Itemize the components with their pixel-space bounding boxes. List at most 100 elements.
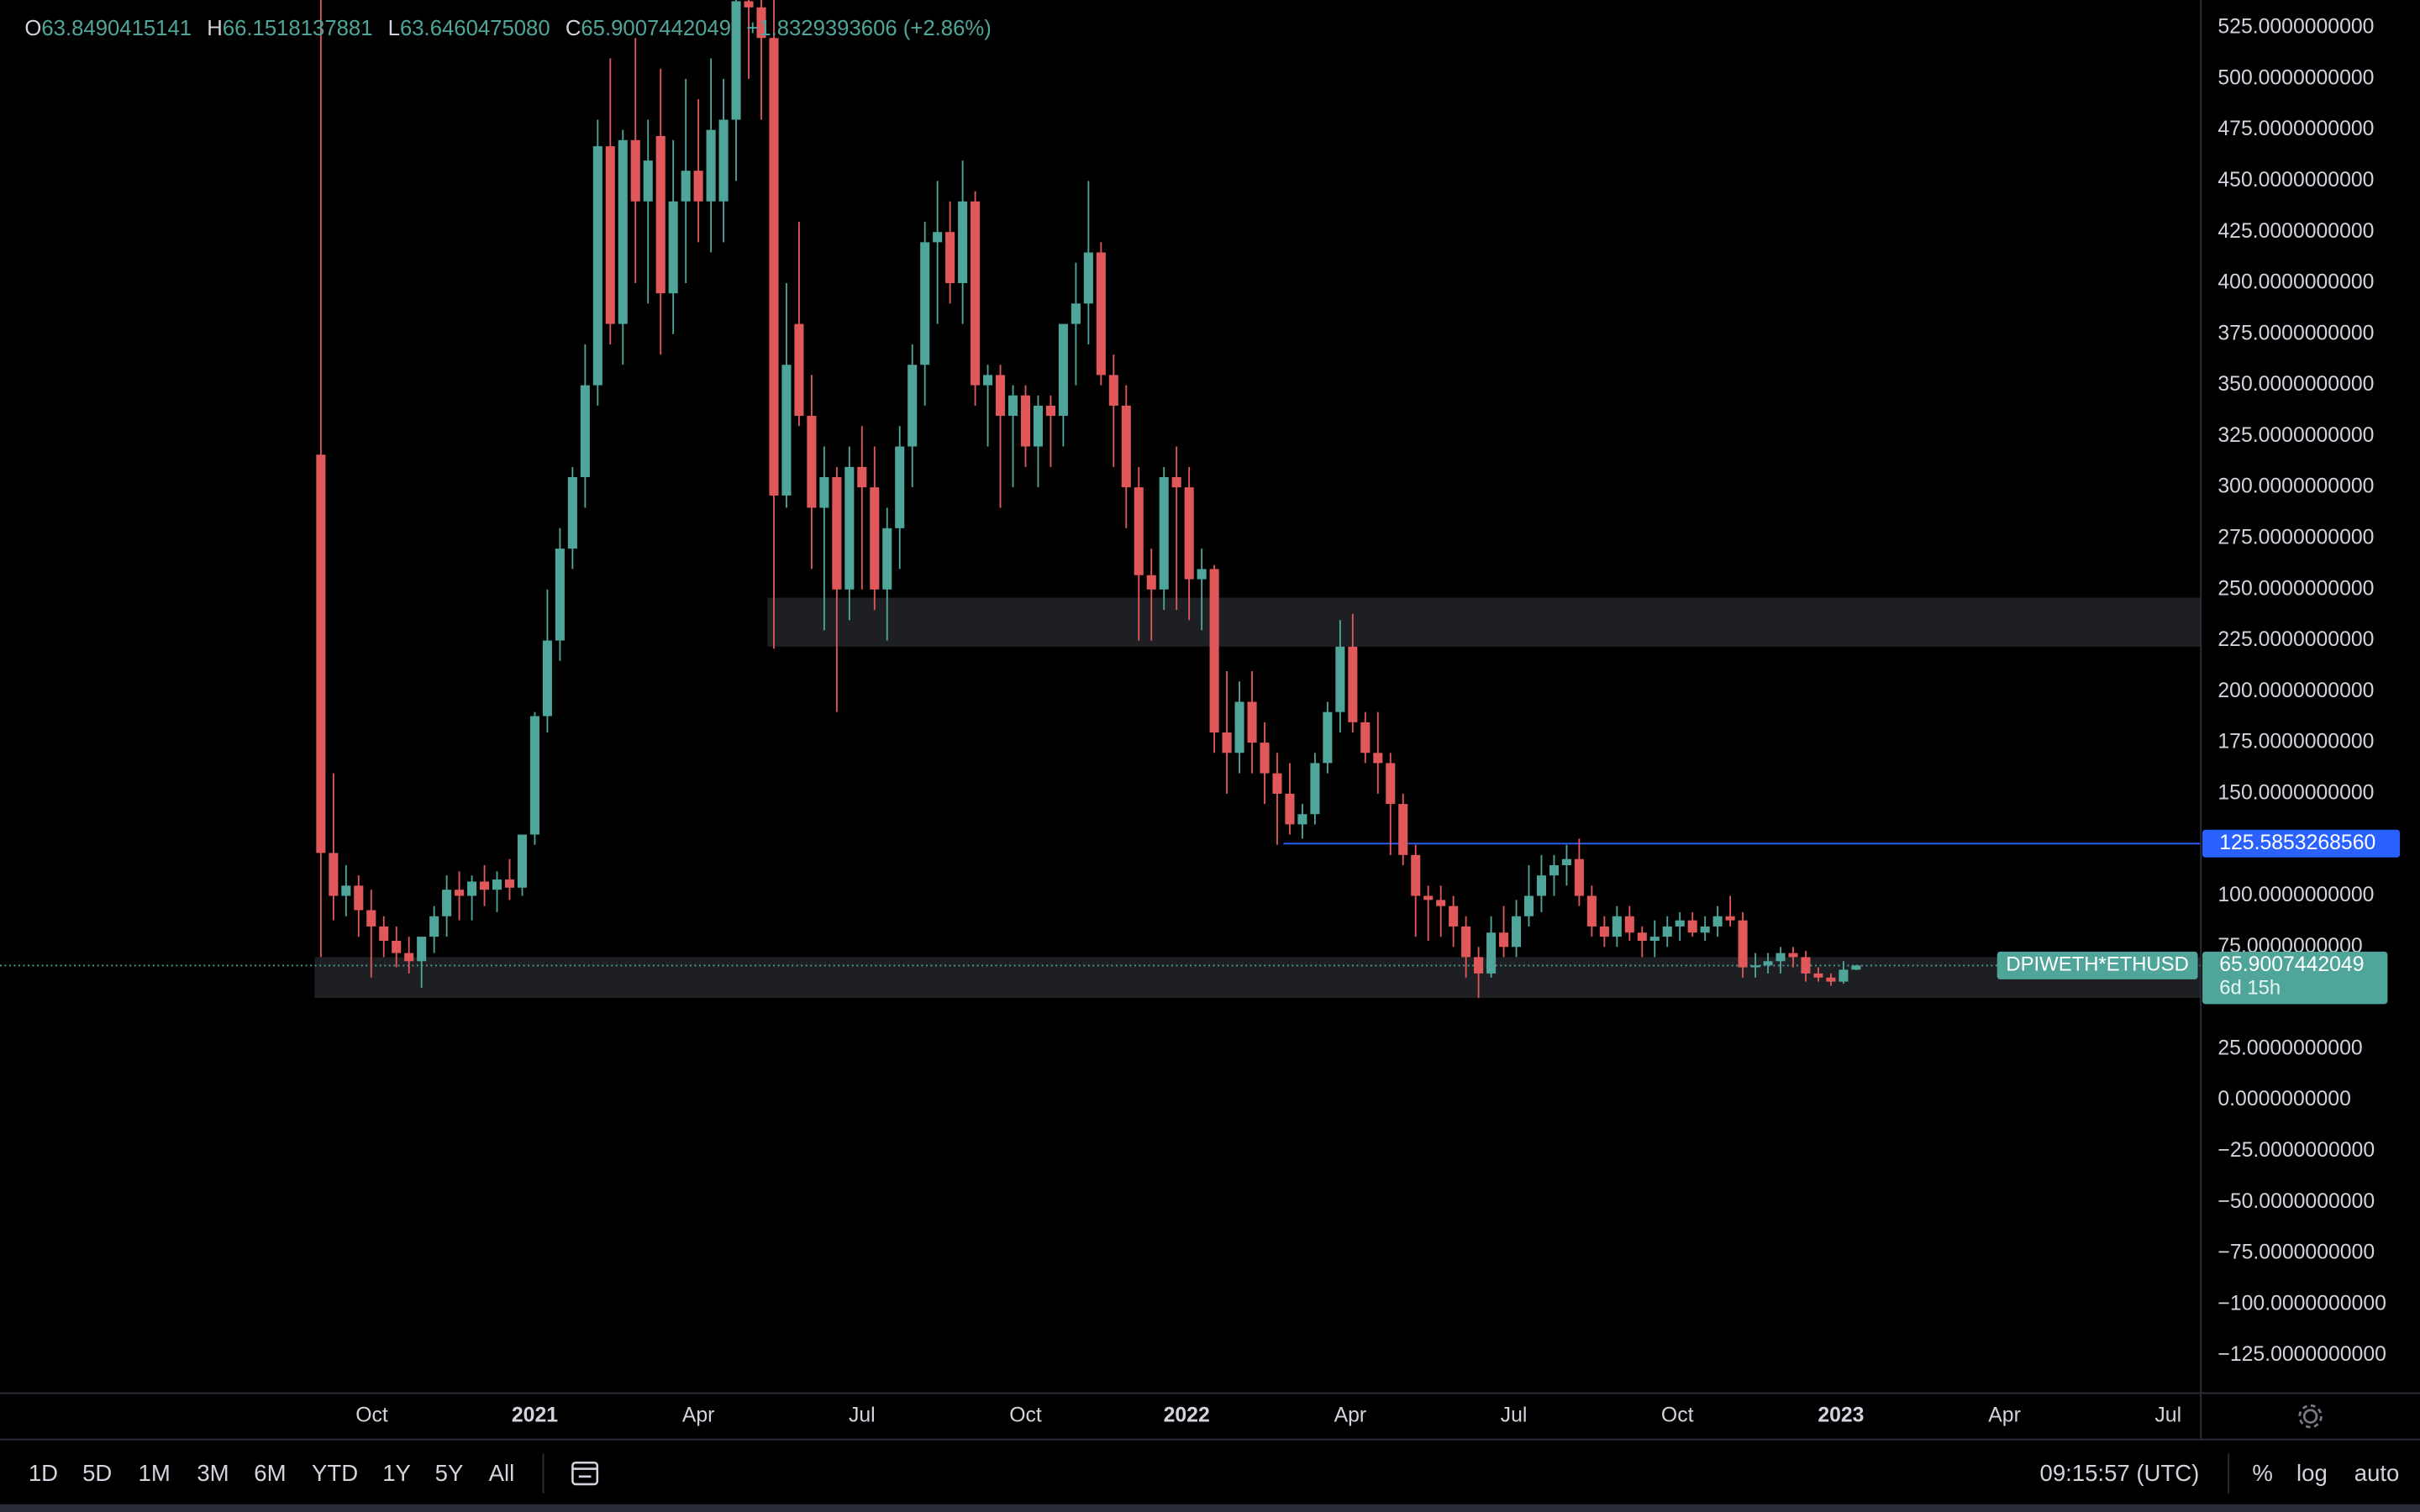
candle-body — [1449, 906, 1459, 927]
last-price-label: 65.9007442049 — [2219, 953, 2364, 976]
candle-body — [1234, 701, 1244, 753]
candle-body — [492, 879, 502, 890]
candle-body — [1323, 711, 1333, 764]
candle-body — [1851, 965, 1861, 970]
candle-body — [1637, 932, 1647, 941]
scale-option[interactable]: auto — [2354, 1460, 2400, 1486]
legend-value: 65.9007442049 — [581, 17, 731, 40]
candle-body — [693, 171, 703, 202]
y-tick-label: 200.0000000000 — [2217, 680, 2374, 702]
candle-body — [971, 201, 981, 386]
candle-body — [1197, 569, 1207, 580]
candle-body — [681, 171, 691, 202]
y-tick-label: −75.0000000000 — [2217, 1242, 2375, 1264]
scale-option[interactable]: log — [2296, 1460, 2328, 1486]
bottom-strip — [0, 1504, 2420, 1512]
candle-body — [618, 139, 628, 324]
candle-body — [592, 146, 602, 386]
candle-body — [1386, 763, 1396, 805]
candle-body — [1586, 895, 1597, 927]
candle-body — [1649, 937, 1660, 941]
last-price-tag — [2202, 951, 2388, 1005]
candle-body — [643, 160, 653, 202]
candle-body — [1184, 487, 1194, 580]
y-tick-label: 225.0000000000 — [2217, 628, 2374, 651]
candle-body — [1411, 854, 1421, 896]
candle-body — [769, 38, 779, 496]
candle-body — [392, 940, 402, 953]
candle-body — [819, 477, 829, 508]
candle-body — [1159, 477, 1169, 590]
candle-body — [1712, 916, 1723, 927]
candle-body — [580, 385, 590, 478]
candle-body — [1260, 743, 1270, 774]
candle-body — [1474, 957, 1484, 974]
range-button[interactable]: 1Y — [382, 1460, 411, 1486]
y-tick-label: 500.0000000000 — [2217, 66, 2374, 89]
range-button[interactable]: 3M — [197, 1460, 229, 1486]
y-tick-label: 0.0000000000 — [2217, 1088, 2351, 1110]
settings-icon[interactable] — [2298, 1404, 2323, 1429]
candle-body — [706, 129, 716, 202]
candle-body — [1813, 973, 1823, 978]
y-tick-label: 325.0000000000 — [2217, 424, 2374, 447]
candle-body — [1788, 953, 1798, 958]
y-tick-label: 175.0000000000 — [2217, 731, 2374, 753]
range-button[interactable]: YTD — [312, 1460, 358, 1486]
range-button[interactable]: 5Y — [435, 1460, 464, 1486]
range-button[interactable]: 1D — [29, 1460, 58, 1486]
y-tick-label: 375.0000000000 — [2217, 322, 2374, 344]
candle-body — [1687, 920, 1697, 933]
range-button[interactable]: All — [489, 1460, 515, 1486]
ohlc-legend: O63.8490415141 H66.1518137881 L63.646047… — [24, 17, 991, 40]
candle-body — [1209, 569, 1219, 732]
date-range-icon[interactable] — [571, 1461, 599, 1486]
candle-body — [995, 375, 1006, 417]
price-line-label: 125.5853268560 — [2219, 832, 2375, 854]
legend-key: L — [388, 17, 400, 40]
range-button[interactable]: 5D — [82, 1460, 112, 1486]
scale-option[interactable]: % — [2252, 1460, 2273, 1486]
gear — [2302, 1409, 2318, 1424]
legend-value: 66.1518137881 — [223, 17, 373, 40]
range-button[interactable]: 6M — [254, 1460, 286, 1486]
x-tick-label: Oct — [1009, 1404, 1042, 1427]
candle-body — [1801, 957, 1811, 974]
candle-body — [1776, 953, 1786, 962]
y-tick-label: −100.0000000000 — [2217, 1292, 2386, 1315]
candle-body — [542, 640, 552, 717]
candle-body — [455, 890, 465, 896]
candle-body — [1108, 375, 1118, 406]
candle-body — [1738, 920, 1748, 968]
legend-value: 63.8490415141 — [41, 17, 192, 40]
candle-body — [958, 201, 968, 284]
candle-body — [316, 454, 326, 853]
candle-body — [417, 937, 427, 962]
candle-body — [1121, 405, 1131, 488]
candle-body — [1662, 926, 1672, 937]
candle-body — [857, 466, 867, 488]
legend-key: O — [24, 17, 41, 40]
candle-body — [1297, 814, 1307, 825]
candle-body — [529, 716, 539, 835]
candle-body — [1247, 701, 1257, 743]
y-tick-label: 300.0000000000 — [2217, 475, 2374, 498]
symbol-label: DPIWETH*ETHUSD — [2006, 953, 2188, 976]
range-button[interactable]: 1M — [139, 1460, 171, 1486]
x-tick-label: 2021 — [512, 1404, 558, 1427]
candle-body — [1839, 969, 1849, 982]
y-tick-label: 450.0000000000 — [2217, 169, 2374, 192]
candle-body — [844, 466, 855, 590]
candle-body — [1461, 926, 1471, 958]
candle-body — [1033, 405, 1044, 447]
candle-body — [1750, 965, 1760, 968]
candle-body — [1373, 753, 1383, 764]
y-tick-label: 525.0000000000 — [2217, 16, 2374, 39]
candle-body — [366, 910, 376, 927]
candle-body — [781, 365, 792, 496]
candle-body — [920, 242, 930, 365]
x-tick-label: Oct — [355, 1404, 388, 1427]
calendar — [571, 1461, 599, 1486]
candle-body — [567, 477, 577, 549]
candle-body — [1700, 926, 1710, 933]
